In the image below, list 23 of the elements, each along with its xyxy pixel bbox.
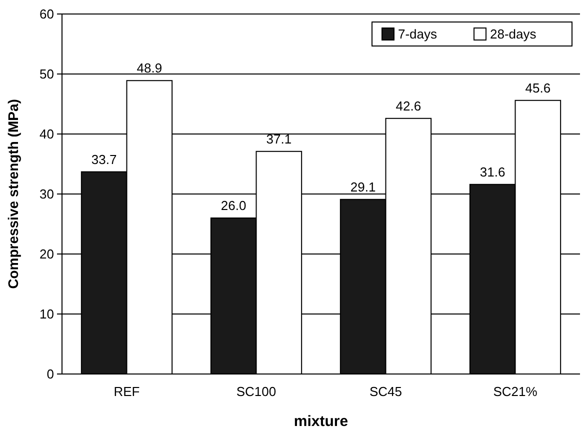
x-tick-label: REF <box>114 384 140 399</box>
data-label: 29.1 <box>350 179 376 194</box>
data-label: 48.9 <box>136 60 162 76</box>
legend-label: 28-days <box>490 26 537 42</box>
y-tick-label: 0 <box>46 366 54 382</box>
data-label: 33.7 <box>91 152 117 167</box>
data-label: 42.6 <box>396 98 422 114</box>
data-label: 45.6 <box>525 80 551 96</box>
x-tick-label: SC45 <box>369 384 402 399</box>
x-axis-title: mixture <box>294 413 348 430</box>
y-tick-label: 40 <box>40 126 54 142</box>
x-tick-label: SC100 <box>236 384 276 399</box>
y-tick-label: 20 <box>40 246 54 262</box>
data-label: 31.6 <box>480 164 506 180</box>
legend-label: 7-days <box>398 26 438 42</box>
y-tick-label: 60 <box>40 6 54 22</box>
y-tick-label: 30 <box>40 186 54 202</box>
y-tick-label: 10 <box>40 306 54 322</box>
data-label: 37.1 <box>266 131 292 146</box>
y-tick-label: 50 <box>40 66 54 82</box>
x-tick-label: SC21% <box>493 384 538 399</box>
data-label: 26.0 <box>220 198 246 213</box>
y-axis-title: Compressive strength (MPa) <box>5 99 21 289</box>
